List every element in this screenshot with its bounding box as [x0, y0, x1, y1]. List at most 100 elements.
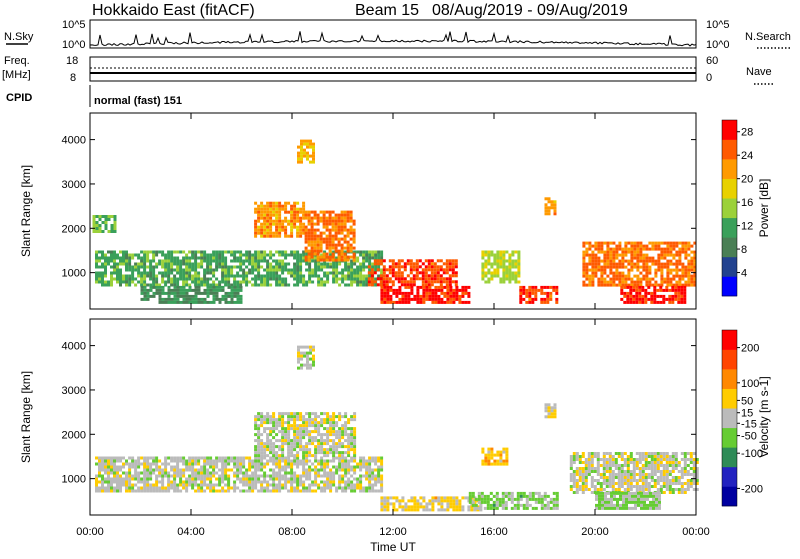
data-cell [158, 300, 162, 304]
data-cell [95, 224, 99, 227]
data-cell [388, 271, 392, 275]
data-cell [248, 268, 252, 272]
data-cell [377, 480, 381, 484]
data-cell [281, 253, 285, 257]
data-cell [534, 285, 538, 289]
data-cell [666, 274, 670, 278]
data-cell [385, 268, 389, 272]
data-cell [663, 253, 667, 257]
colorbar-swatch [722, 178, 737, 199]
data-cell [296, 265, 300, 269]
data-cell [553, 212, 557, 216]
data-cell [113, 259, 116, 263]
data-cell [636, 244, 640, 248]
data-cell [582, 253, 586, 257]
data-cell [215, 294, 219, 298]
data-cell [674, 294, 678, 298]
data-cell [590, 452, 594, 455]
data-cell [368, 274, 372, 278]
data-cell [662, 297, 666, 301]
data-cell [486, 497, 490, 501]
data-cell [678, 277, 682, 281]
data-cell [300, 160, 303, 164]
data-cell [687, 277, 691, 281]
data-cell [176, 268, 180, 272]
data-cell [173, 456, 177, 460]
data-cell [677, 464, 681, 467]
data-cell [626, 473, 630, 476]
data-cell [303, 148, 306, 152]
data-cell [308, 430, 312, 434]
data-cell [269, 477, 273, 481]
data-cell [313, 252, 317, 256]
data-cell [642, 277, 646, 281]
data-cell [122, 253, 125, 257]
data-cell [644, 479, 648, 482]
data-cell [278, 477, 282, 481]
data-cell [334, 219, 338, 223]
data-cell [544, 209, 548, 213]
data-cell [299, 210, 303, 214]
data-cell [591, 283, 595, 287]
data-cell [511, 259, 515, 263]
data-cell [608, 455, 612, 458]
data-cell [131, 483, 135, 487]
data-cell [549, 297, 553, 301]
data-cell [684, 241, 688, 245]
data-cell [182, 268, 186, 272]
data-cell [197, 468, 201, 472]
data-cell [221, 280, 225, 284]
data-cell [549, 291, 553, 295]
data-cell [656, 288, 660, 292]
data-cell [600, 283, 604, 287]
data-cell [645, 262, 649, 266]
data-cell [191, 277, 195, 281]
data-cell [635, 297, 639, 301]
data-cell [487, 277, 491, 281]
data-cell [391, 283, 395, 287]
data-cell [602, 482, 606, 485]
data-cell [227, 300, 231, 304]
freq-unit: [MHz] [2, 69, 31, 81]
data-cell [593, 488, 597, 491]
data-cell [340, 255, 344, 259]
data-cell [349, 237, 353, 241]
data-cell [300, 145, 303, 149]
data-cell [98, 459, 101, 463]
data-cell [293, 418, 297, 422]
data-cell [137, 256, 141, 260]
data-cell [547, 412, 551, 416]
data-cell [194, 483, 198, 487]
data-cell [668, 455, 672, 458]
data-cell [359, 477, 363, 481]
data-cell [439, 265, 443, 269]
data-cell [284, 253, 288, 257]
data-cell [251, 486, 255, 490]
data-cell [380, 483, 384, 487]
data-cell [191, 253, 195, 257]
data-cell [597, 262, 601, 266]
data-cell [653, 464, 657, 467]
data-cell [391, 265, 395, 269]
data-cell [657, 259, 661, 263]
data-cell [269, 274, 273, 278]
data-cell [337, 252, 341, 256]
data-cell [341, 277, 345, 281]
data-cell [269, 219, 273, 223]
data-cell [430, 259, 434, 263]
data-cell [140, 259, 144, 263]
data-cell [422, 508, 426, 512]
data-cell [674, 464, 678, 467]
data-cell [425, 288, 429, 292]
data-cell [525, 500, 529, 504]
data-cell [320, 442, 324, 446]
data-cell [230, 250, 234, 254]
data-cell [113, 262, 116, 266]
data-cell [173, 474, 177, 478]
data-cell [287, 454, 291, 458]
data-cell [350, 265, 354, 269]
data-cell [692, 479, 696, 482]
data-cell [587, 488, 591, 491]
data-cell [374, 462, 378, 466]
data-cell [681, 241, 685, 245]
